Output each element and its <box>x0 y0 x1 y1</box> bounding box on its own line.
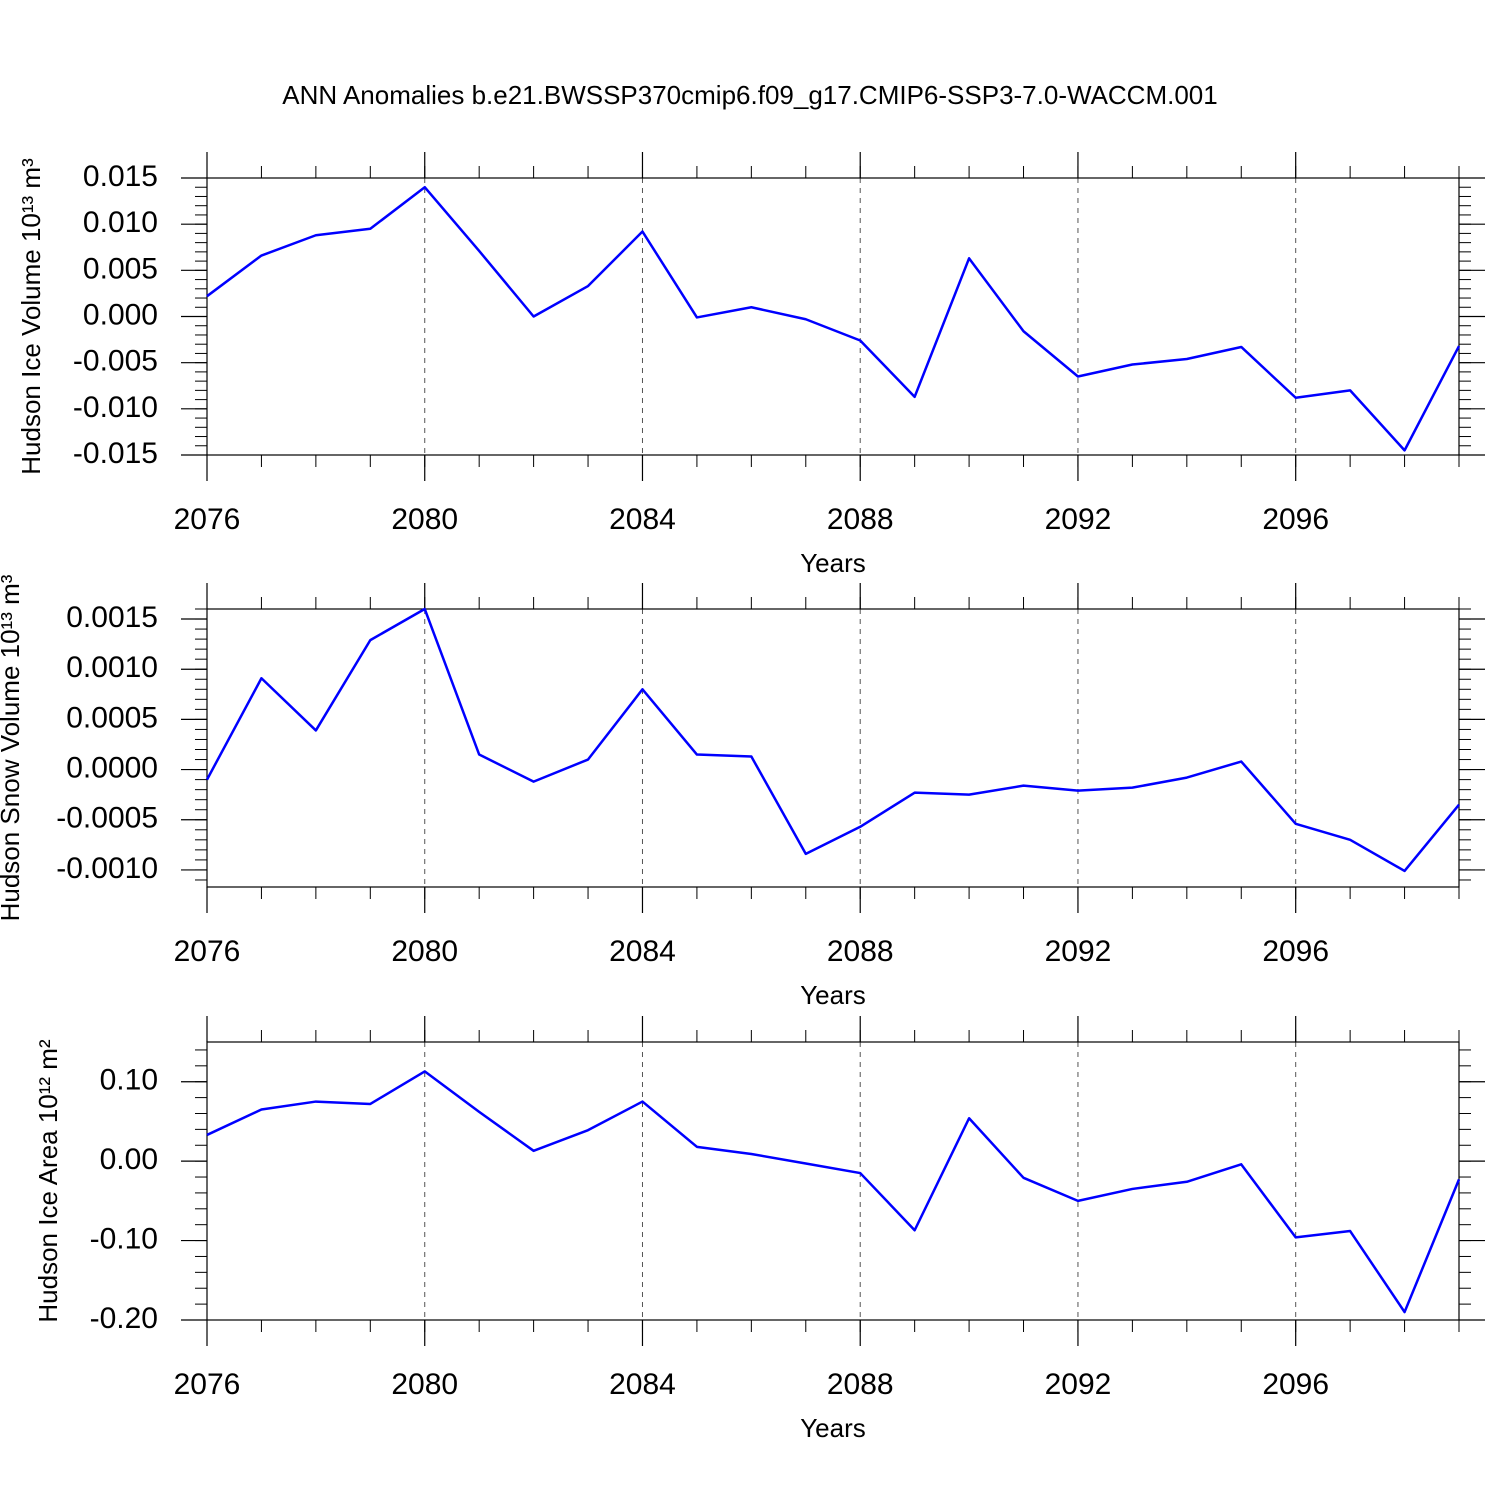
y-tick-label: -0.20 <box>90 1302 158 1335</box>
x-tick-label: 2084 <box>609 1368 676 1401</box>
y-tick-label: 0.005 <box>83 252 158 285</box>
x-axis-label: Years <box>800 1413 866 1443</box>
x-tick-label: 2084 <box>609 503 676 536</box>
x-tick-label: 2088 <box>827 503 894 536</box>
x-tick-label: 2096 <box>1262 935 1329 968</box>
x-axis-label: Years <box>800 980 866 1010</box>
y-tick-label: -0.0010 <box>56 852 158 885</box>
y-axis-label: Hudson Ice Volume 10¹³ m³ <box>16 158 46 475</box>
x-axis-label: Years <box>800 548 866 578</box>
data-line <box>205 607 1460 873</box>
y-axis-label: Hudson Ice Area 10¹² m² <box>33 1039 63 1323</box>
y-tick-label: -0.010 <box>73 391 158 424</box>
x-tick-label: 2096 <box>1262 503 1329 536</box>
plot-frame <box>206 177 1460 456</box>
y-tick-label: 0.0000 <box>66 751 158 784</box>
x-tick-label: 2088 <box>827 935 894 968</box>
x-tick-label: 2080 <box>391 503 458 536</box>
x-tick-label: 2092 <box>1045 1368 1112 1401</box>
y-tick-label: 0.010 <box>83 206 158 239</box>
x-tick-label: 2080 <box>391 935 458 968</box>
y-tick-label: -0.015 <box>73 437 158 470</box>
data-line <box>206 185 1461 452</box>
y-tick-label: -0.0005 <box>56 802 158 835</box>
x-tick-label: 2096 <box>1262 1368 1329 1401</box>
x-tick-label: 2084 <box>609 935 676 968</box>
x-tick-label: 2092 <box>1045 935 1112 968</box>
x-tick-label: 2076 <box>174 935 241 968</box>
y-tick-label: 0.10 <box>100 1064 158 1097</box>
y-tick-label: 0.0010 <box>66 651 158 684</box>
y-tick-label: -0.10 <box>90 1222 158 1255</box>
chart-title: ANN Anomalies b.e21.BWSSP370cmip6.f09_g1… <box>282 80 1217 110</box>
y-tick-label: 0.0005 <box>66 701 158 734</box>
x-tick-label: 2076 <box>174 1368 241 1401</box>
plot-frame <box>206 608 1460 888</box>
y-tick-label: 0.000 <box>83 298 158 331</box>
y-axis-label: Hudson Snow Volume 10¹³ m³ <box>0 574 25 921</box>
x-tick-label: 2092 <box>1045 503 1112 536</box>
y-tick-label: 0.0015 <box>66 601 158 634</box>
x-tick-label: 2076 <box>174 503 241 536</box>
plot-frame <box>206 1041 1460 1321</box>
y-tick-label: 0.015 <box>83 160 158 193</box>
data-line <box>206 1070 1461 1314</box>
x-tick-label: 2088 <box>827 1368 894 1401</box>
y-tick-label: -0.005 <box>73 345 158 378</box>
x-tick-label: 2080 <box>391 1368 458 1401</box>
y-tick-label: 0.00 <box>100 1143 158 1176</box>
